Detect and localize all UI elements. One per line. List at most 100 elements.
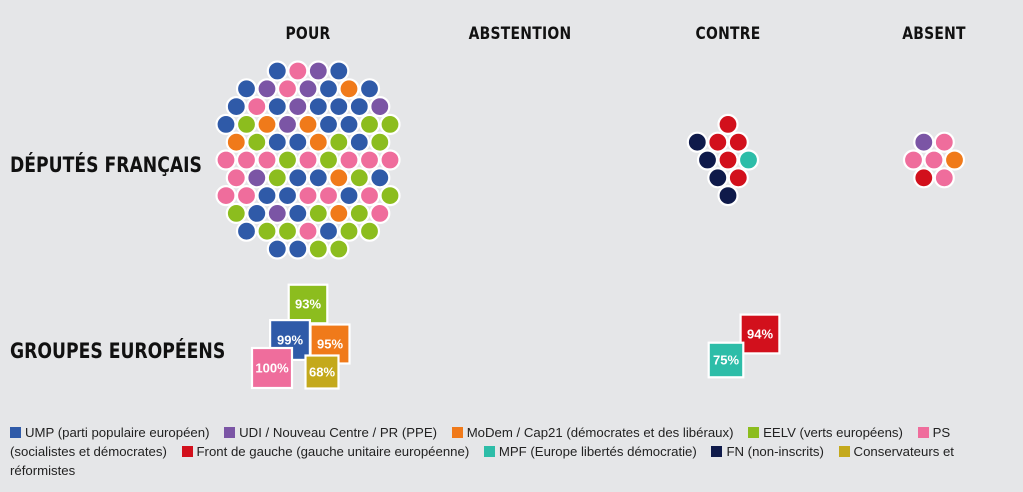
- legend-item-udi: UDI / Nouveau Centre / PR (PPE): [224, 425, 437, 440]
- legend-swatch-fdg: [181, 446, 193, 457]
- depute-bubble-ps: [215, 185, 237, 207]
- column-header-contre: CONTRE: [696, 24, 761, 44]
- depute-bubble-eelv: [256, 220, 278, 242]
- depute-bubble-ump: [287, 167, 309, 189]
- depute-bubble-ump: [348, 95, 370, 118]
- depute-bubble-ump: [266, 131, 288, 153]
- depute-bubble-ump: [266, 238, 288, 260]
- group-square-label-mpf: 75%: [713, 353, 739, 368]
- depute-bubble-ump: [287, 238, 309, 260]
- legend-label-ump: UMP (parti populaire européen): [25, 425, 210, 440]
- depute-bubble-ump: [338, 185, 360, 207]
- legend-item-cons: Conservateurs et réformistes: [10, 444, 954, 478]
- depute-bubble-ump: [215, 113, 237, 136]
- legend-label-fdg: Front de gauche (gauche unitaire europée…: [196, 444, 470, 459]
- depute-bubble-ump: [287, 131, 309, 153]
- depute-bubble-eelv: [358, 113, 381, 136]
- legend-swatch-cons: [838, 446, 850, 457]
- depute-bubble-ps: [902, 149, 925, 171]
- depute-bubble-ump: [307, 167, 329, 189]
- depute-bubble-udi: [913, 131, 935, 153]
- depute-bubble-eelv: [379, 113, 401, 136]
- legend-item-fdg: Front de gauche (gauche unitaire europée…: [181, 444, 470, 459]
- depute-bubble-fn: [707, 167, 729, 189]
- legend-label-mpf: MPF (Europe libertés démocratie): [498, 444, 697, 459]
- depute-bubble-fn: [717, 185, 739, 207]
- depute-bubble-ps: [358, 149, 381, 171]
- depute-bubble-ps: [297, 220, 319, 242]
- depute-bubble-udi: [307, 60, 329, 82]
- depute-bubble-ump: [266, 60, 288, 82]
- group-square-fdg: [739, 313, 781, 355]
- depute-bubble-eelv: [276, 149, 299, 171]
- column-header-absent: ABSENT: [902, 24, 966, 44]
- depute-bubble-ump: [317, 78, 340, 100]
- depute-bubble-ps: [215, 149, 237, 171]
- legend-swatch-fn: [711, 446, 723, 457]
- legend-item-eelv: EELV (verts européens): [748, 425, 903, 440]
- row-labels: DÉPUTÉS FRANÇAIS GROUPES EUROPÉENS: [10, 152, 225, 363]
- depute-bubble-eelv: [328, 131, 350, 153]
- depute-bubble-udi: [287, 95, 309, 118]
- depute-bubble-ump: [369, 167, 391, 189]
- legend-item-ump: UMP (parti populaire européen): [10, 425, 209, 440]
- depute-bubble-eelv: [307, 238, 329, 260]
- depute-bubble-eelv: [348, 202, 370, 224]
- depute-bubble-udi: [276, 113, 299, 136]
- depute-bubble-ps: [297, 185, 319, 207]
- depute-bubble-ump: [317, 220, 340, 242]
- vote-chart: POUR ABSTENTION CONTRE ABSENT DÉPUTÉS FRANÇ…: [10, 24, 966, 390]
- depute-bubble-ps: [358, 185, 381, 207]
- depute-bubble-ps: [246, 95, 268, 118]
- depute-bubble-modem: [297, 113, 319, 136]
- depute-bubble-fdg: [707, 131, 729, 153]
- group-square-label-ps: 100%: [255, 361, 289, 376]
- depute-bubble-ump: [328, 95, 350, 118]
- legend-item-mpf: MPF (Europe libertés démocratie): [483, 444, 697, 459]
- depute-bubble-ps: [933, 167, 955, 189]
- depute-bubble-ps: [287, 60, 309, 82]
- depute-bubble-fn: [696, 149, 719, 171]
- legend-label-cons: Conservateurs et réformistes: [10, 444, 954, 478]
- depute-bubble-ump: [307, 95, 329, 118]
- group-square-mpf: [707, 341, 745, 379]
- group-square-cons: [304, 354, 340, 390]
- depute-bubble-ps: [256, 149, 278, 171]
- depute-bubble-udi: [297, 78, 319, 100]
- depute-bubble-ump: [358, 78, 381, 100]
- legend-swatch-udi: [224, 427, 236, 438]
- depute-bubble-ump: [287, 202, 309, 224]
- column-header-pour: POUR: [285, 24, 330, 44]
- depute-bubble-ps: [338, 149, 360, 171]
- depute-bubble-fdg: [727, 167, 749, 189]
- depute-bubble-ump: [338, 113, 360, 136]
- depute-bubble-mpf: [737, 149, 760, 171]
- depute-bubble-fn: [686, 131, 708, 153]
- depute-bubble-ump: [266, 95, 288, 118]
- depute-bubble-eelv: [225, 202, 247, 224]
- group-square-label-fdg: 94%: [747, 327, 773, 342]
- depute-bubble-modem: [328, 202, 350, 224]
- depute-bubble-udi: [256, 78, 278, 100]
- depute-bubble-modem: [328, 167, 350, 189]
- depute-bubble-eelv: [276, 220, 299, 242]
- legend-label-fn: FN (non-inscrits): [726, 444, 824, 459]
- depute-bubble-modem: [225, 131, 247, 153]
- legend-item-modem: MoDem / Cap21 (démocrates et des libérau…: [451, 425, 733, 440]
- depute-bubble-eelv: [379, 185, 401, 207]
- legend-label-udi: UDI / Nouveau Centre / PR (PPE): [239, 425, 438, 440]
- depute-bubble-modem: [256, 113, 278, 136]
- depute-bubble-fdg: [727, 131, 749, 153]
- depute-bubble-modem: [307, 131, 329, 153]
- depute-bubble-ump: [235, 78, 258, 100]
- depute-bubble-ump: [328, 60, 350, 82]
- group-square-label-modem: 95%: [317, 337, 343, 352]
- column-headers: POUR ABSTENTION CONTRE ABSENT: [285, 24, 965, 44]
- depute-bubble-ps: [379, 149, 401, 171]
- depute-bubble-ump: [235, 220, 258, 242]
- deputes-bubbles: [215, 60, 966, 260]
- depute-bubble-eelv: [317, 149, 340, 171]
- depute-bubble-udi: [246, 167, 268, 189]
- depute-bubble-ps: [297, 149, 319, 171]
- depute-bubble-ps: [225, 167, 247, 189]
